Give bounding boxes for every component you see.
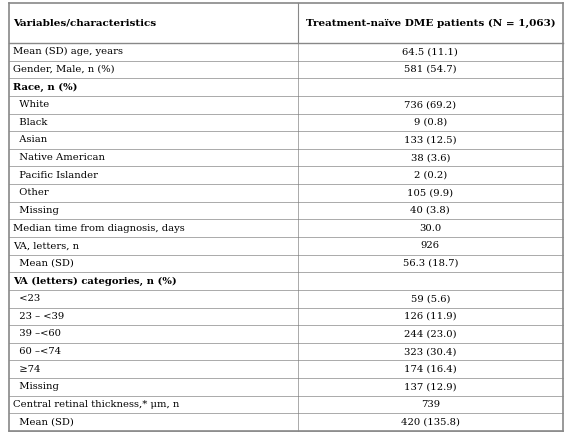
Text: 38 (3.6): 38 (3.6) [411,153,450,162]
Text: Missing: Missing [13,382,59,391]
Text: Pacific Islander: Pacific Islander [13,171,98,180]
Text: <23: <23 [13,294,40,303]
Text: 420 (135.8): 420 (135.8) [401,418,460,427]
Text: 105 (9.9): 105 (9.9) [407,188,454,197]
Text: 40 (3.8): 40 (3.8) [411,206,450,215]
Text: Gender, Male, n (%): Gender, Male, n (%) [13,65,115,74]
Text: 581 (54.7): 581 (54.7) [404,65,456,74]
Text: Central retinal thickness,* μm, n: Central retinal thickness,* μm, n [13,400,179,409]
Text: Variables/characteristics: Variables/characteristics [13,19,156,27]
Text: 736 (69.2): 736 (69.2) [404,100,456,109]
Text: 739: 739 [421,400,440,409]
Text: 323 (30.4): 323 (30.4) [404,347,456,356]
Text: Treatment-naïve DME patients (N = 1,063): Treatment-naïve DME patients (N = 1,063) [306,18,555,28]
Text: Native American: Native American [13,153,105,162]
Text: Mean (SD): Mean (SD) [13,259,74,268]
Text: VA, letters, n: VA, letters, n [13,241,79,250]
Text: Race, n (%): Race, n (%) [13,82,78,92]
Text: Mean (SD): Mean (SD) [13,418,74,427]
Text: 133 (12.5): 133 (12.5) [404,135,456,145]
Text: 60 –<74: 60 –<74 [13,347,61,356]
Text: 2 (0.2): 2 (0.2) [414,171,447,180]
Text: 126 (11.9): 126 (11.9) [404,312,456,321]
Text: Median time from diagnosis, days: Median time from diagnosis, days [13,224,185,233]
Text: White: White [13,100,49,109]
Text: 30.0: 30.0 [419,224,442,233]
Text: ≥74: ≥74 [13,365,41,374]
Text: 174 (16.4): 174 (16.4) [404,365,457,374]
Text: Other: Other [13,188,49,197]
Text: 64.5 (11.1): 64.5 (11.1) [403,47,458,56]
Text: VA (letters) categories, n (%): VA (letters) categories, n (%) [13,276,177,286]
Text: Black: Black [13,118,48,127]
Text: Missing: Missing [13,206,59,215]
Text: 59 (5.6): 59 (5.6) [411,294,450,303]
Text: Mean (SD) age, years: Mean (SD) age, years [13,47,123,56]
Text: 39 –<60: 39 –<60 [13,329,61,339]
Text: 926: 926 [421,241,440,250]
Text: Asian: Asian [13,135,47,145]
Text: 244 (23.0): 244 (23.0) [404,329,456,339]
Text: 137 (12.9): 137 (12.9) [404,382,456,391]
Text: 9 (0.8): 9 (0.8) [414,118,447,127]
Text: 56.3 (18.7): 56.3 (18.7) [403,259,458,268]
Text: 23 – <39: 23 – <39 [13,312,64,321]
